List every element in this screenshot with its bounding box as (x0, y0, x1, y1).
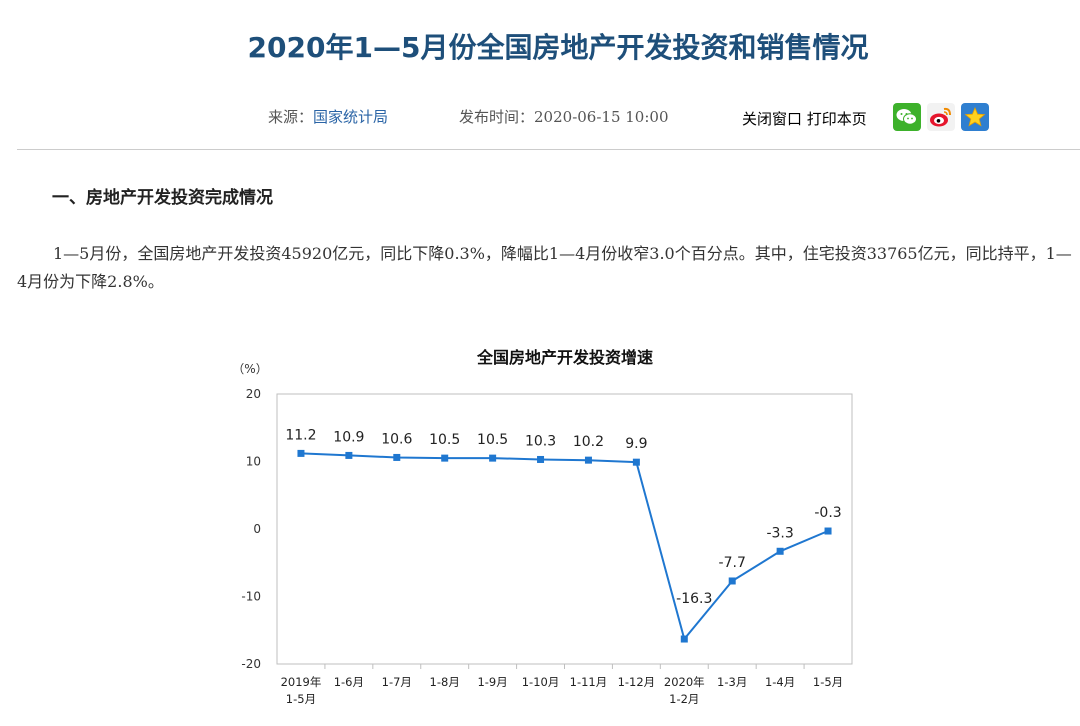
x-tick-label: 1-11月 (570, 675, 608, 689)
data-point (824, 527, 832, 535)
data-label: 10.9 (333, 429, 364, 445)
data-point (489, 454, 497, 462)
data-labels: 11.2 10.9 10.6 10.5 10.5 10.3 10.2 9.9 -16.3 -7.7… (285, 427, 841, 607)
y-tick-label: 0 (253, 522, 261, 536)
weibo-icon[interactable] (927, 103, 955, 131)
x-axis-ticks: 2019年 1-5月 1-6月 1-7月 1-8月 1-9月 1-10月 1-11月 1-12月… (281, 664, 843, 706)
data-point (584, 456, 592, 464)
y-tick-label: 10 (246, 455, 261, 469)
data-label: 10.6 (381, 431, 412, 447)
data-point (776, 547, 784, 555)
source-label: 来源： (268, 108, 314, 126)
body-paragraph: 1—5月份，全国房地产开发投资45920亿元，同比下降0.3%，降幅比1—4月份… (17, 244, 1072, 291)
data-label: 10.2 (573, 434, 604, 450)
y-tick-label: 20 (246, 387, 261, 401)
x-tick-label: 1-5月 (813, 675, 843, 689)
publish-label: 发布时间： (459, 108, 535, 126)
publish-time: 2020-06-15 10:00 (534, 108, 669, 126)
data-point (297, 449, 305, 457)
x-tick-label: 1-10月 (522, 675, 560, 689)
source-line: 来源：国家统计局 (268, 106, 388, 127)
data-point (441, 454, 449, 462)
investment-growth-chart: 全国房地产开发投资增速 （%） 20 10 0 -10 -20 2019年 1-5月 1-6… (232, 348, 853, 706)
publish-time-line: 发布时间：2020-06-15 10:00 (459, 106, 669, 127)
y-axis-unit-label: （%） (232, 362, 267, 376)
print-page-link[interactable]: 打印本页 (806, 110, 867, 128)
share-icons (893, 103, 989, 131)
data-point (537, 455, 545, 463)
section-heading: 一、房地产开发投资完成情况 (52, 188, 273, 208)
data-point (393, 453, 401, 461)
page-title: 2020年1—5月份全国房地产开发投资和销售情况 (247, 31, 869, 64)
data-label: 9.9 (625, 436, 647, 452)
source-link[interactable]: 国家统计局 (313, 108, 389, 126)
x-tick-label: 1-7月 (382, 675, 412, 689)
data-points (297, 449, 832, 643)
y-tick-label: -20 (241, 657, 261, 671)
x-tick-label: 1-8月 (430, 675, 460, 689)
x-tick-label: 1-4月 (765, 675, 795, 689)
data-label: -0.3 (814, 505, 841, 521)
favorite-star-icon[interactable] (961, 103, 989, 131)
x-tick-label: 2019年 (281, 675, 322, 689)
x-tick-label: 1-2月 (669, 692, 699, 706)
x-tick-label: 1-3月 (717, 675, 747, 689)
x-tick-label: 1-5月 (286, 692, 316, 706)
close-window-link[interactable]: 关闭窗口 (742, 110, 803, 128)
data-label: 10.5 (429, 432, 460, 448)
data-label: -16.3 (676, 591, 712, 607)
data-label: 10.5 (477, 432, 508, 448)
header-divider (17, 149, 1080, 150)
page-actions: 关闭窗口 打印本页 (742, 108, 867, 129)
data-label: -7.7 (719, 555, 746, 571)
data-label: 10.3 (525, 433, 556, 449)
data-point (345, 451, 353, 459)
x-tick-label: 1-6月 (334, 675, 364, 689)
x-tick-label: 2020年 (664, 675, 705, 689)
data-label: 11.2 (285, 427, 316, 443)
wechat-icon[interactable] (893, 103, 921, 131)
x-tick-label: 1-12月 (618, 675, 656, 689)
series-line (300, 452, 829, 642)
y-axis-ticks: 20 10 0 -10 -20 (241, 387, 261, 671)
data-label: -3.3 (766, 525, 793, 541)
data-point (632, 458, 640, 466)
plot-area (276, 393, 853, 665)
data-point (680, 635, 688, 643)
y-tick-label: -10 (241, 590, 261, 604)
x-tick-label: 1-9月 (477, 675, 507, 689)
chart-title: 全国房地产开发投资增速 (476, 348, 653, 367)
data-point (728, 577, 736, 585)
